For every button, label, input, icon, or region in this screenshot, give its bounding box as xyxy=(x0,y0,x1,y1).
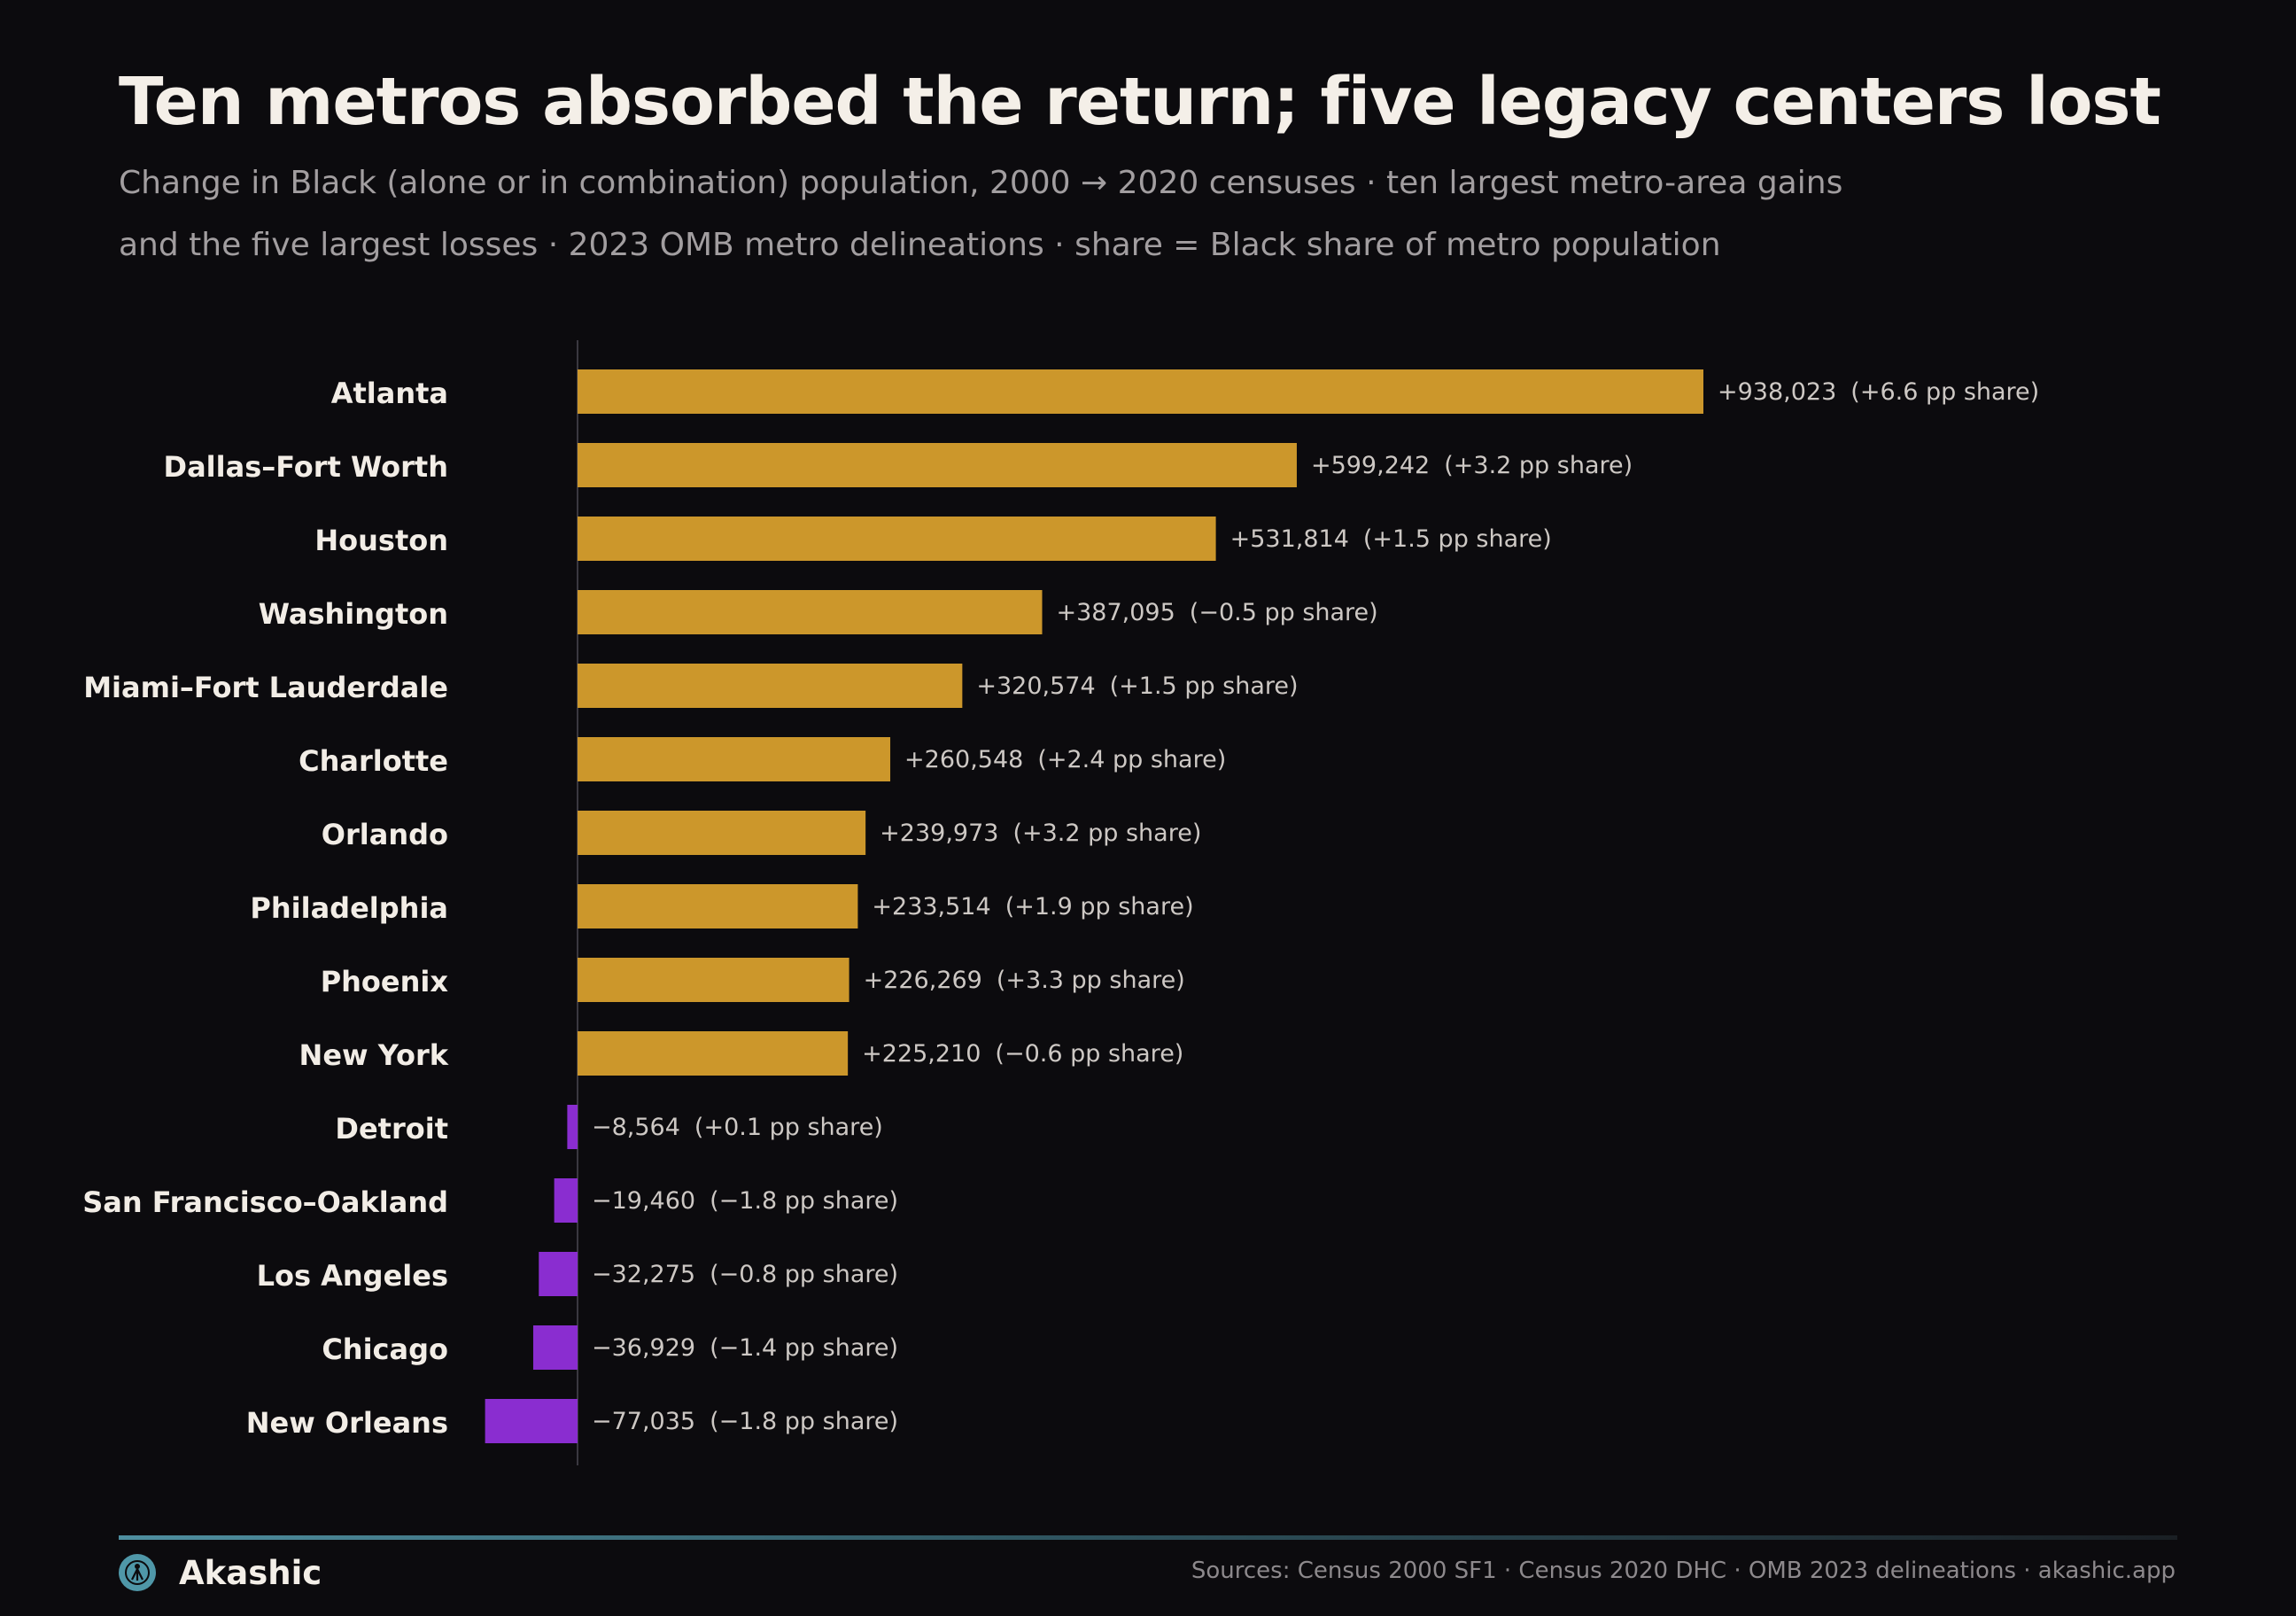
category-label: Orlando xyxy=(322,818,448,851)
share-change: (−1.4 pp share) xyxy=(710,1334,898,1362)
share-change: (+3.3 pp share) xyxy=(997,967,1185,994)
value-change: +226,269 xyxy=(864,967,982,994)
category-label: Chicago xyxy=(322,1332,448,1366)
value-change: −19,460 xyxy=(592,1187,695,1215)
share-change: (+0.1 pp share) xyxy=(694,1114,883,1141)
value-label: −19,460 (−1.8 pp share) xyxy=(592,1187,898,1215)
category-label: New York xyxy=(299,1038,449,1072)
bar-gain xyxy=(578,884,858,928)
category-label: Washington xyxy=(259,597,448,631)
bar-loss xyxy=(567,1105,578,1149)
bar-loss xyxy=(485,1399,578,1443)
category-label: Philadelphia xyxy=(250,891,448,925)
category-label: Charlotte xyxy=(299,744,448,778)
akashic-logo-icon xyxy=(119,1554,156,1591)
value-label: +387,095 (−0.5 pp share) xyxy=(1057,599,1378,626)
value-label: +320,574 (+1.5 pp share) xyxy=(976,672,1298,700)
share-change: (+1.9 pp share) xyxy=(1005,893,1194,921)
sources-note: Sources: Census 2000 SF1 · Census 2020 D… xyxy=(1191,1558,2176,1584)
category-label: New Orleans xyxy=(246,1406,448,1440)
value-label: −32,275 (−0.8 pp share) xyxy=(592,1261,898,1288)
value-change: +225,210 xyxy=(862,1040,981,1068)
bar-gain xyxy=(578,369,1703,414)
category-label: Atlanta xyxy=(331,377,448,410)
value-label: +531,814 (+1.5 pp share) xyxy=(1230,525,1552,553)
chart-subtitle: Change in Black (alone or in combination… xyxy=(119,165,1843,263)
share-change: (+6.6 pp share) xyxy=(1850,378,2039,406)
share-change: (+3.2 pp share) xyxy=(1444,452,1633,479)
value-label: +239,973 (+3.2 pp share) xyxy=(880,820,1201,847)
bar-gain xyxy=(578,664,963,708)
bar-loss xyxy=(554,1178,578,1223)
footer-divider xyxy=(119,1535,2177,1540)
value-label: −77,035 (−1.8 pp share) xyxy=(592,1408,898,1435)
value-label: +938,023 (+6.6 pp share) xyxy=(1718,378,2039,406)
bar-gain xyxy=(578,737,891,781)
bar-gain xyxy=(578,443,1297,487)
value-label: +233,514 (+1.9 pp share) xyxy=(872,893,1193,921)
category-label: Phoenix xyxy=(321,965,449,998)
value-label: +225,210 (−0.6 pp share) xyxy=(862,1040,1183,1068)
bar-gain xyxy=(578,517,1216,561)
share-change: (+1.5 pp share) xyxy=(1110,672,1299,700)
share-change: (−1.8 pp share) xyxy=(710,1187,898,1215)
category-label: Houston xyxy=(314,524,448,557)
value-change: +320,574 xyxy=(976,672,1095,700)
share-change: (−1.8 pp share) xyxy=(710,1408,898,1435)
category-label: Los Angeles xyxy=(257,1259,448,1293)
category-label: Dallas–Fort Worth xyxy=(164,450,449,484)
bar-gain xyxy=(578,590,1043,634)
brand-name: Akashic xyxy=(179,1553,322,1592)
bar-loss xyxy=(532,1325,578,1370)
value-change: +260,548 xyxy=(904,746,1023,773)
bar-loss xyxy=(539,1252,578,1296)
share-change: (−0.8 pp share) xyxy=(710,1261,898,1288)
value-change: −36,929 xyxy=(592,1334,695,1362)
value-change: +599,242 xyxy=(1311,452,1430,479)
share-change: (+1.5 pp share) xyxy=(1363,525,1552,553)
category-label: San Francisco–Oakland xyxy=(82,1185,448,1219)
bar-gain xyxy=(578,1031,849,1076)
value-change: −32,275 xyxy=(592,1261,695,1288)
value-change: −8,564 xyxy=(592,1114,680,1141)
share-change: (−0.6 pp share) xyxy=(995,1040,1183,1068)
bar-gain xyxy=(578,811,866,855)
value-change: −77,035 xyxy=(592,1408,695,1435)
value-label: −36,929 (−1.4 pp share) xyxy=(592,1334,898,1362)
category-label: Detroit xyxy=(335,1112,448,1146)
share-change: (−0.5 pp share) xyxy=(1190,599,1378,626)
value-change: +387,095 xyxy=(1057,599,1175,626)
share-change: (+2.4 pp share) xyxy=(1037,746,1226,773)
category-label: Miami–Fort Lauderdale xyxy=(83,671,448,704)
share-change: (+3.2 pp share) xyxy=(1012,820,1201,847)
value-label: +226,269 (+3.3 pp share) xyxy=(864,967,1185,994)
value-change: +938,023 xyxy=(1718,378,1836,406)
bar-gain xyxy=(578,958,849,1002)
value-change: +531,814 xyxy=(1230,525,1349,553)
value-label: +599,242 (+3.2 pp share) xyxy=(1311,452,1633,479)
value-label: +260,548 (+2.4 pp share) xyxy=(904,746,1226,773)
chart-title: Ten metros absorbed the return; five leg… xyxy=(119,64,2161,140)
value-label: −8,564 (+0.1 pp share) xyxy=(592,1114,883,1141)
value-change: +233,514 xyxy=(872,893,990,921)
value-change: +239,973 xyxy=(880,820,998,847)
brand: Akashic xyxy=(119,1550,322,1595)
